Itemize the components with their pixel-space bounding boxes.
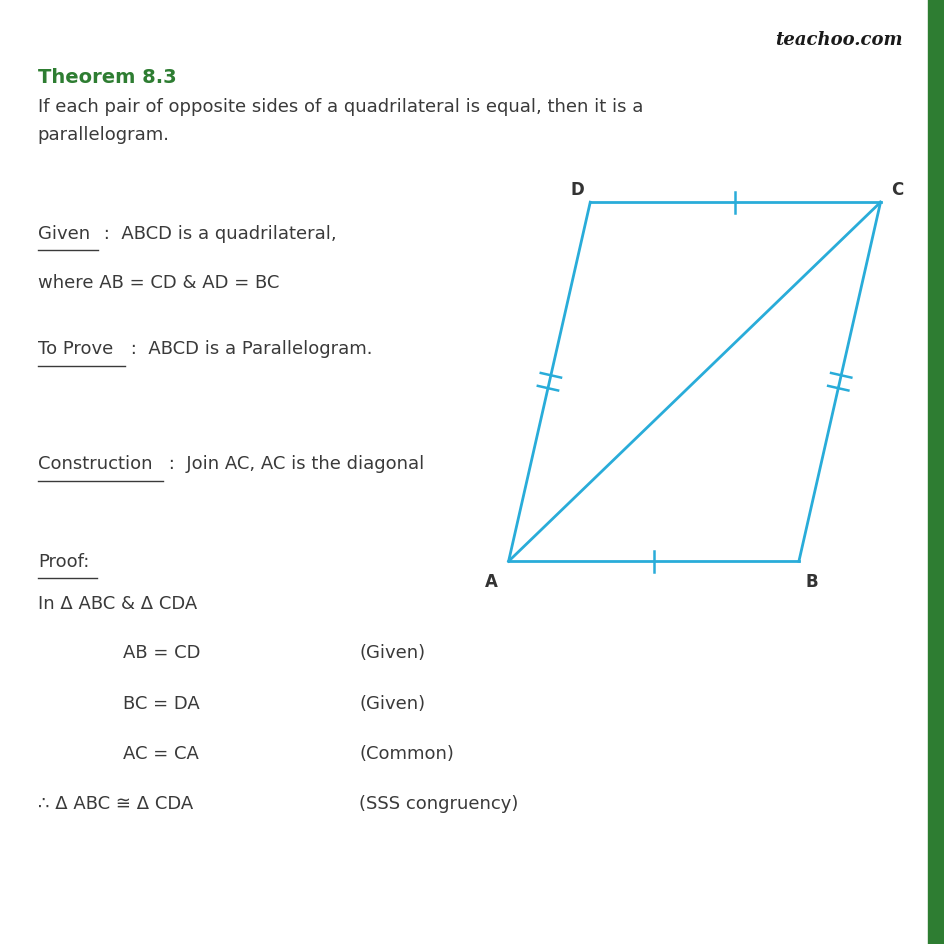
Text: If each pair of opposite sides of a quadrilateral is equal, then it is a
paralle: If each pair of opposite sides of a quad…: [38, 98, 643, 143]
Text: D: D: [569, 181, 583, 199]
Text: (Given): (Given): [359, 644, 425, 662]
Text: :  Join AC, AC is the diagonal: : Join AC, AC is the diagonal: [163, 455, 424, 473]
Text: (SSS congruency): (SSS congruency): [359, 794, 518, 812]
Text: In Δ ABC & Δ CDA: In Δ ABC & Δ CDA: [38, 595, 197, 613]
Text: (Common): (Common): [359, 744, 453, 762]
Text: B: B: [804, 572, 817, 590]
Text: BC = DA: BC = DA: [123, 694, 199, 712]
Text: C: C: [890, 181, 902, 199]
Text: (Given): (Given): [359, 694, 425, 712]
Text: A: A: [485, 572, 497, 590]
Text: Given: Given: [38, 225, 90, 243]
Text: To Prove: To Prove: [38, 340, 113, 358]
Text: Proof:: Proof:: [38, 552, 89, 570]
Text: where AB = CD & AD = BC: where AB = CD & AD = BC: [38, 274, 278, 292]
Text: Theorem 8.3: Theorem 8.3: [38, 68, 177, 87]
Text: AB = CD: AB = CD: [123, 644, 200, 662]
Text: AC = CA: AC = CA: [123, 744, 198, 762]
Text: Construction: Construction: [38, 455, 152, 473]
Text: :  ABCD is a quadrilateral,: : ABCD is a quadrilateral,: [98, 225, 337, 243]
Text: :  ABCD is a Parallelogram.: : ABCD is a Parallelogram.: [125, 340, 372, 358]
Bar: [927, 0, 944, 944]
Text: teachoo.com: teachoo.com: [774, 31, 902, 49]
Text: ∴ Δ ABC ≅ Δ CDA: ∴ Δ ABC ≅ Δ CDA: [38, 794, 193, 812]
